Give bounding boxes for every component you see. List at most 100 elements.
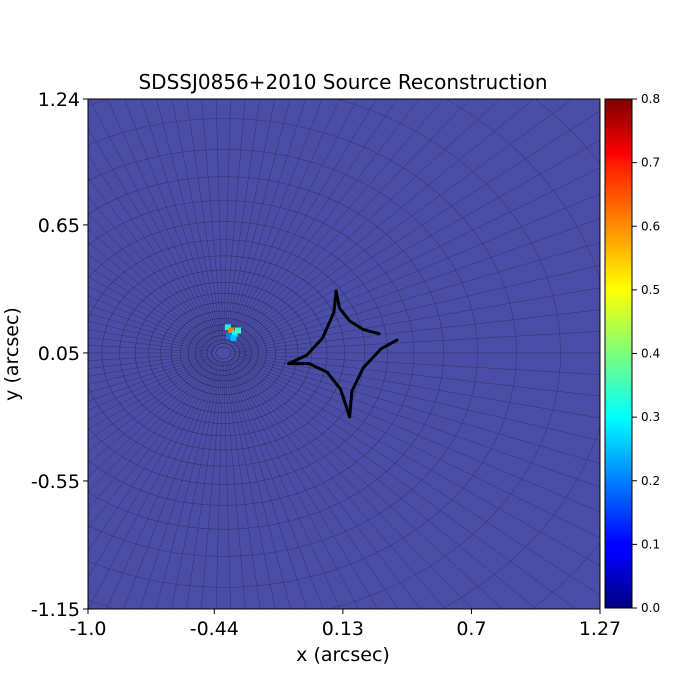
source-pixel (234, 327, 241, 334)
mesh-edge (227, 99, 276, 332)
mesh-edge (88, 337, 214, 353)
mesh-edge (156, 99, 222, 344)
x-tick-label: 1.27 (579, 618, 621, 640)
mesh-edge (88, 329, 208, 351)
mesh-edge (235, 370, 399, 609)
y-tick-label: 0.05 (38, 343, 80, 365)
source-pixel (224, 324, 231, 331)
mesh-edge (171, 368, 221, 609)
mesh-ring (215, 346, 232, 360)
mesh-edge (232, 365, 422, 609)
mesh-edge (88, 213, 217, 346)
mesh-edge (224, 374, 246, 609)
mesh-edge (88, 360, 218, 529)
mesh-edge (244, 287, 600, 350)
mesh-edge (88, 361, 219, 609)
mesh-edge (243, 218, 600, 346)
caustic-curve (287, 362, 352, 419)
mesh-edge (223, 99, 246, 343)
mesh-edge (238, 265, 600, 350)
mesh-edge (88, 304, 209, 348)
mesh-edge (88, 362, 212, 464)
mesh-edge (88, 364, 214, 510)
mesh-edge (230, 99, 471, 346)
colorbar-tick-label: 0.8 (641, 92, 660, 106)
mesh-edge (232, 99, 420, 341)
mesh-edge (223, 99, 231, 331)
mesh-edge (228, 368, 307, 609)
mesh-edge (236, 361, 600, 596)
mesh-edge (88, 354, 214, 385)
mesh-edge (234, 363, 503, 609)
mesh-edge (88, 368, 209, 493)
plot-background (88, 99, 600, 609)
mesh-edge (225, 99, 291, 344)
mesh-edge (215, 368, 224, 609)
mesh-edge (88, 353, 214, 361)
mesh-edge (88, 360, 210, 430)
colorbar-tick-label: 0.6 (641, 219, 660, 233)
mesh-edge (88, 228, 208, 339)
mesh-edge (201, 99, 223, 343)
mesh-edge (231, 99, 574, 348)
mesh-edge (228, 99, 398, 345)
mesh-edge (88, 358, 209, 402)
mesh-edge (88, 254, 216, 348)
mesh-edge (232, 242, 600, 351)
x-axis: -1.0 -0.44 0.13 0.7 1.27 (69, 609, 621, 640)
source-pixel (228, 327, 235, 334)
mesh-edge (186, 362, 223, 609)
mesh-edge (230, 99, 358, 339)
y-tick-label: -0.55 (31, 471, 80, 493)
mesh-edge (139, 362, 221, 609)
mesh-edge (155, 374, 218, 609)
mesh-edge (201, 374, 222, 609)
y-axis: 1.24 0.65 0.05 -0.55 -1.15 (31, 89, 88, 621)
mesh-edge (88, 362, 204, 420)
mesh-edge (225, 99, 261, 338)
source-pixel (225, 332, 232, 339)
mesh-edge (230, 366, 359, 609)
mesh-edge (231, 357, 600, 566)
mesh-edge (227, 99, 340, 344)
mesh-edge (242, 139, 600, 343)
mesh-edge (88, 344, 202, 352)
mesh-edge (245, 355, 600, 397)
mesh-edge (88, 128, 216, 340)
mesh-edge (234, 99, 501, 343)
mesh-edge (228, 99, 307, 338)
mesh-edge (123, 367, 218, 609)
mesh-edge (88, 295, 204, 345)
y-tick-label: -1.15 (31, 599, 80, 621)
mesh-edge (237, 193, 600, 347)
mesh-edge (231, 99, 323, 333)
x-tick-label: 0.7 (456, 618, 486, 640)
mesh-edge (140, 99, 217, 333)
mesh-edge (88, 358, 216, 441)
mesh-edge (124, 99, 218, 339)
chart-title: SDSSJ0856+2010 Source Reconstruction (138, 70, 547, 94)
mesh-edge (88, 276, 210, 346)
x-axis-label: x (arcsec) (296, 644, 390, 666)
mesh-edge (233, 354, 600, 419)
mesh-edge (228, 361, 379, 609)
mesh-edge (240, 99, 535, 340)
colorbar-tick-label: 0.7 (641, 156, 660, 170)
mesh-edge (88, 265, 205, 342)
source-pixel (231, 330, 238, 337)
colorbar-tick-label: 0.1 (641, 537, 660, 551)
source-pixels (224, 324, 241, 341)
mesh-edge (226, 362, 324, 609)
mesh-edge (88, 312, 214, 351)
mesh-edge (215, 99, 224, 337)
x-tick-label: -1.0 (69, 618, 106, 640)
caustic (287, 289, 399, 419)
caustic-curve (287, 289, 338, 366)
mesh-edge (88, 286, 215, 349)
mesh-edge (238, 356, 600, 441)
mesh-edge (236, 110, 600, 345)
mesh-edge (232, 372, 341, 609)
mesh-edge (88, 370, 212, 552)
